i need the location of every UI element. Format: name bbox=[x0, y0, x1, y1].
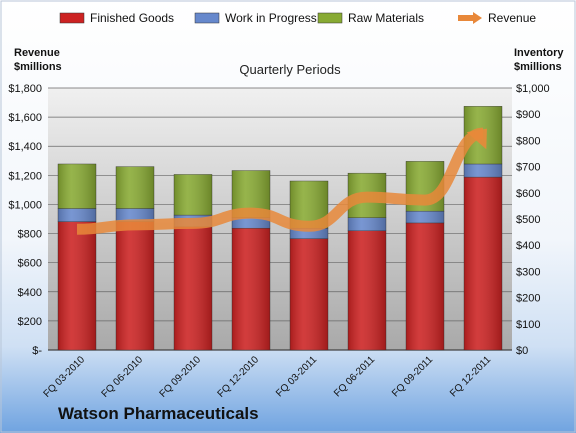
revenue-line-group bbox=[76, 127, 487, 235]
right-tick-label: $100 bbox=[516, 319, 540, 331]
left-axis-label-2: $millions bbox=[14, 61, 62, 73]
right-tick-label: $400 bbox=[516, 240, 540, 252]
left-tick-label: $600 bbox=[18, 258, 42, 270]
bar-shade bbox=[58, 208, 96, 222]
legend-swatch bbox=[194, 12, 220, 24]
right-tick-label: $900 bbox=[516, 109, 540, 121]
bar-shade bbox=[406, 211, 444, 223]
left-tick-label: $800 bbox=[18, 229, 42, 241]
legend-swatch bbox=[59, 12, 85, 24]
legend-label: Work in Progress bbox=[225, 11, 317, 25]
bar-shade bbox=[464, 163, 502, 178]
right-tick-label: $300 bbox=[516, 266, 540, 278]
left-tick-label: $1,600 bbox=[8, 112, 42, 124]
bar-shade bbox=[116, 166, 154, 209]
left-tick-label: $1,200 bbox=[8, 170, 42, 182]
bar-shade bbox=[58, 221, 96, 350]
bar-shade bbox=[290, 238, 328, 350]
legend-swatch-arrowhead bbox=[473, 12, 482, 24]
right-tick-label: $700 bbox=[516, 162, 540, 174]
left-tick-label: $400 bbox=[18, 287, 42, 299]
legend: Finished Goods Work in Progress Raw Materi… bbox=[59, 11, 536, 25]
legend-label: Revenue bbox=[488, 11, 536, 25]
bar-shade bbox=[232, 228, 270, 350]
bar-shade bbox=[174, 174, 212, 216]
right-tick-label: $600 bbox=[516, 188, 540, 200]
right-axis-label-1: Inventory bbox=[514, 47, 564, 59]
legend-swatch bbox=[317, 12, 343, 24]
legend-label: Raw Materials bbox=[348, 11, 424, 25]
left-tick-label: $- bbox=[32, 345, 42, 357]
right-axis-label-2: $millions bbox=[514, 61, 562, 73]
left-tick-label: $200 bbox=[18, 316, 42, 328]
left-tick-label: $1,400 bbox=[8, 141, 42, 153]
bar-shade bbox=[464, 177, 502, 350]
bar-shade bbox=[348, 230, 386, 350]
bars-group bbox=[57, 106, 503, 351]
right-tick-label: $500 bbox=[516, 214, 540, 226]
right-tick-label: $200 bbox=[516, 293, 540, 305]
left-tick-label: $1,000 bbox=[8, 199, 42, 211]
bar-shade bbox=[348, 217, 386, 231]
bar-shade bbox=[290, 228, 328, 239]
legend-label: Finished Goods bbox=[90, 11, 174, 25]
chart-title: Quarterly Periods bbox=[239, 62, 341, 77]
bar-shade bbox=[58, 163, 96, 209]
right-tick-label: $0 bbox=[516, 345, 528, 357]
bar-shade bbox=[406, 222, 444, 350]
bar-shade bbox=[232, 217, 270, 229]
bar-shade bbox=[174, 226, 212, 350]
left-tick-label: $1,800 bbox=[8, 83, 42, 95]
right-tick-label: $800 bbox=[516, 135, 540, 147]
bar-shade bbox=[116, 208, 154, 222]
revenue-line bbox=[76, 127, 484, 235]
bar-shade bbox=[116, 221, 154, 350]
right-tick-label: $1,000 bbox=[516, 83, 550, 95]
company-name: Watson Pharmaceuticals bbox=[58, 404, 259, 423]
left-axis-label-1: Revenue bbox=[14, 47, 60, 59]
revenue-arrowhead bbox=[466, 128, 487, 150]
